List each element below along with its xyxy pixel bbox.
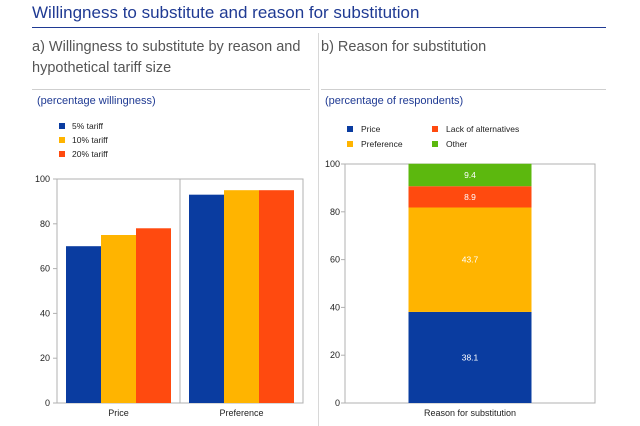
stacked-segment — [408, 311, 532, 403]
y-tick-label: 20 — [330, 350, 340, 360]
legend-swatch — [432, 126, 438, 132]
main-title: Willingness to substitute and reason for… — [32, 3, 420, 22]
panel-b-title: b) Reason for substitution — [321, 39, 487, 55]
y-tick-label: 0 — [335, 398, 340, 408]
y-tick-label: 0 — [45, 398, 50, 408]
legend-label: 5% tariff — [72, 121, 104, 131]
stacked-segment — [408, 207, 532, 312]
legend-swatch — [347, 141, 353, 147]
stacked-segment — [408, 186, 532, 208]
data-label: 8.9 — [464, 192, 476, 202]
bar — [224, 190, 259, 403]
panel-b-subtitle: (percentage of respondents) — [325, 95, 464, 107]
data-label: 43.7 — [462, 255, 479, 265]
x-tick-label: Preference — [219, 408, 263, 418]
y-tick-label: 20 — [40, 353, 50, 363]
y-tick-label: 80 — [40, 219, 50, 229]
legend-label: Lack of alternatives — [446, 124, 519, 134]
legend-swatch — [59, 123, 65, 129]
legend-label: Price — [361, 124, 381, 134]
panel-a-subtitle: (percentage willingness) — [37, 95, 156, 107]
data-label: 9.4 — [464, 170, 476, 180]
bar — [136, 228, 171, 403]
legend-label: 20% tariff — [72, 149, 108, 159]
data-label: 38.1 — [462, 352, 479, 362]
legend-label: 10% tariff — [72, 135, 108, 145]
legend-label: Other — [446, 139, 467, 149]
legend-swatch — [432, 141, 438, 147]
panel-a-rule — [32, 89, 310, 90]
panel-b-rule — [321, 89, 606, 90]
title-rule — [32, 27, 606, 28]
stacked-segment — [408, 163, 532, 187]
bar — [189, 194, 224, 403]
panel-divider — [318, 33, 319, 426]
panel-a-title: a) Willingness to substitute by reason a… — [32, 39, 301, 76]
y-tick-label: 80 — [330, 207, 340, 217]
x-tick-label: Price — [108, 408, 129, 418]
legend-label: Preference — [361, 139, 403, 149]
y-tick-label: 40 — [40, 308, 50, 318]
y-tick-label: 60 — [40, 264, 50, 274]
y-tick-label: 60 — [330, 255, 340, 265]
legend-swatch — [59, 137, 65, 143]
bar — [66, 246, 101, 403]
y-tick-label: 100 — [35, 174, 50, 184]
legend-swatch — [347, 126, 353, 132]
bar — [101, 235, 136, 403]
legend-swatch — [59, 151, 65, 157]
x-tick-label: Reason for substitution — [424, 408, 516, 418]
y-tick-label: 100 — [325, 159, 340, 169]
bar — [259, 190, 294, 403]
y-tick-label: 40 — [330, 302, 340, 312]
